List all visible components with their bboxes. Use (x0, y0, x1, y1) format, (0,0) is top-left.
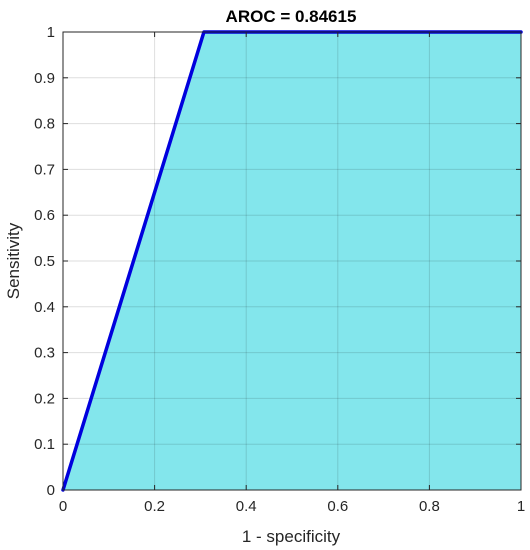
y-tick-label: 0.9 (34, 70, 55, 87)
x-tick-label: 0.8 (419, 498, 440, 515)
y-tick-label: 0 (47, 482, 55, 499)
y-tick-label: 0.6 (34, 207, 55, 224)
y-axis-label: Sensitivity (4, 222, 23, 299)
x-tick-label: 0.4 (236, 498, 257, 515)
plot-area: 0 0.2 0.4 0.6 0.8 1 0 0.1 0.2 0.3 0.4 0.5 0.6 0.7 0.8 0… (34, 24, 525, 515)
x-tick-label: 0.2 (144, 498, 165, 515)
y-tick-label: 0.8 (34, 116, 55, 133)
x-tick-label: 0.6 (327, 498, 348, 515)
y-tick-label: 0.3 (34, 345, 55, 362)
y-tick-label: 1 (47, 24, 55, 41)
y-tick-label: 0.1 (34, 436, 55, 453)
x-axis-label: 1 - specificity (242, 527, 341, 546)
y-tick-label: 0.7 (34, 161, 55, 178)
x-tick-label: 1 (517, 498, 525, 515)
y-tick-label: 0.5 (34, 253, 55, 270)
chart-title: AROC = 0.84615 (226, 7, 357, 26)
y-tick-label: 0.2 (34, 390, 55, 407)
auc-area (63, 32, 521, 490)
y-tick-label: 0.4 (34, 299, 55, 316)
x-tick-label: 0 (59, 498, 67, 515)
